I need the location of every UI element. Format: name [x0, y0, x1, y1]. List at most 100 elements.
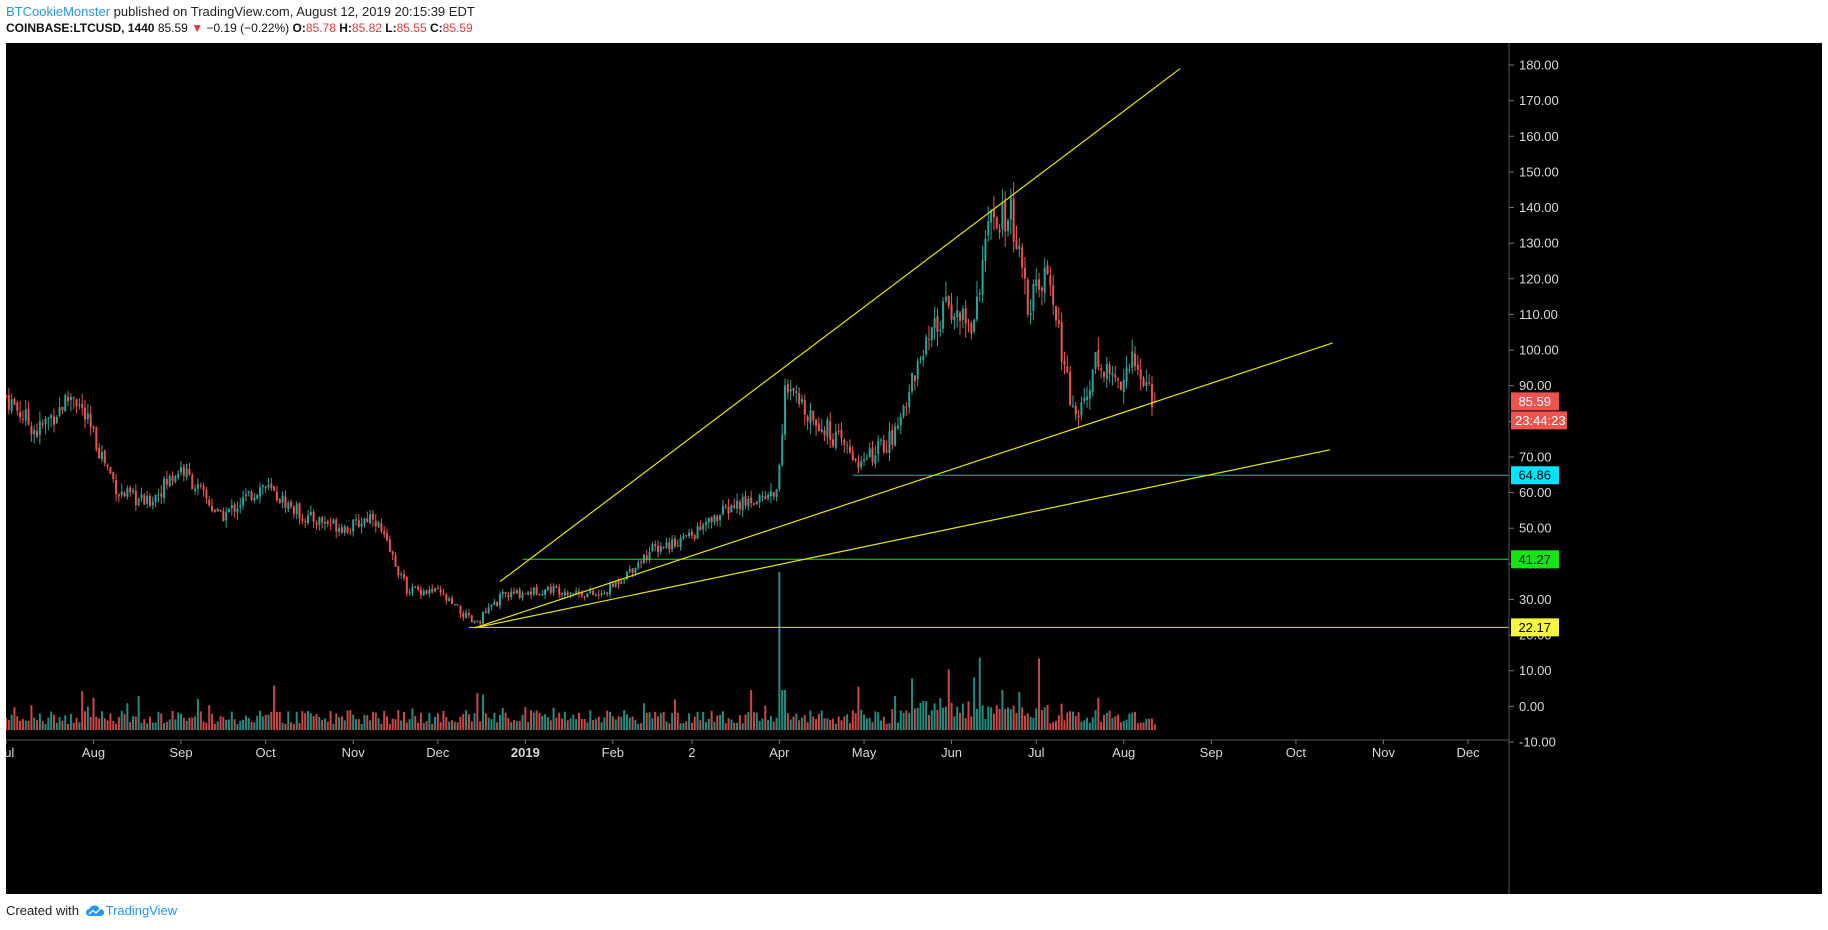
candle-body	[507, 594, 510, 597]
candle-body	[307, 515, 310, 524]
candle-body	[625, 571, 628, 580]
candle-body	[496, 601, 499, 606]
volume-bar	[1066, 712, 1069, 730]
volume-bar	[594, 719, 597, 730]
candle-body	[428, 589, 431, 594]
candle-body	[589, 590, 592, 594]
candle-body	[315, 522, 318, 526]
volume-bar	[947, 669, 950, 730]
volume-bar	[355, 719, 357, 730]
volume-bar	[939, 698, 942, 730]
volume-bar	[414, 715, 417, 730]
volume-bar	[730, 719, 733, 730]
candle-body	[417, 586, 420, 590]
volume-bar	[515, 721, 518, 730]
volume-bar	[222, 717, 225, 730]
volume-bar	[476, 693, 479, 730]
candle-body	[510, 591, 513, 598]
candle-body	[1119, 381, 1122, 390]
candle-body	[792, 387, 795, 392]
volume-bar	[758, 721, 761, 730]
volume-bar	[606, 710, 609, 730]
volume-bar	[1150, 718, 1153, 730]
volume-bar	[126, 703, 129, 730]
candle-body	[318, 517, 321, 525]
price-chart[interactable]: 180.00 170.00 160.00 150.00 140.00 130.00 120.…	[6, 43, 1822, 894]
volume-bar	[182, 717, 185, 730]
chart-area[interactable]: 180.00 170.00 160.00 150.00 140.00 130.00 120.…	[6, 43, 1822, 894]
candle-body	[693, 534, 696, 539]
volume-bar	[1086, 717, 1089, 730]
candle-body	[436, 587, 439, 589]
candle-body	[439, 589, 442, 593]
volume-bar	[1055, 720, 1057, 730]
candle-body	[860, 461, 863, 468]
candle-body	[67, 396, 70, 402]
volume-bar	[92, 697, 95, 730]
time-axis-tick-label: Apr	[769, 745, 790, 760]
candle-body	[168, 475, 171, 487]
candle-body	[1105, 363, 1108, 379]
volume-bar	[992, 713, 995, 730]
candle-body	[586, 593, 589, 597]
volume-bar	[78, 722, 81, 730]
candle-body	[453, 603, 456, 605]
volume-bar	[1060, 703, 1063, 730]
tradingview-brand-link[interactable]: TradingView	[105, 903, 178, 918]
author-link[interactable]: BTCookieMonster	[6, 4, 111, 19]
volume-bar	[566, 720, 569, 730]
volume-bar	[115, 723, 118, 730]
candle-body	[990, 210, 993, 223]
candle-body	[515, 590, 518, 594]
volume-bar	[795, 713, 798, 730]
price-axis-tick-label: 160.00	[1519, 129, 1559, 144]
volume-bar	[1125, 719, 1128, 730]
candle-body	[882, 439, 885, 453]
volume-bar	[642, 703, 645, 730]
candle-body	[1057, 320, 1060, 324]
candle-body	[397, 566, 400, 576]
candle-body	[981, 260, 984, 295]
candle-body	[112, 472, 115, 480]
candle-body	[696, 526, 699, 539]
candle-body	[959, 312, 962, 322]
volume-bar	[1026, 713, 1029, 730]
candle-body	[609, 583, 612, 595]
candle-body	[1114, 374, 1117, 378]
candle-body	[69, 396, 72, 401]
candle-body	[250, 491, 253, 500]
candle-body	[19, 411, 22, 418]
volume-bar	[490, 719, 493, 730]
volume-bar	[865, 718, 868, 730]
price-axis-tick-label: 140.00	[1519, 200, 1559, 215]
candle-body	[532, 587, 535, 595]
candle-body	[419, 589, 422, 595]
volume-bar	[614, 719, 617, 730]
candle-body	[654, 544, 657, 547]
candle-body	[530, 591, 532, 595]
candle-body	[434, 588, 437, 592]
volume-bar	[769, 715, 772, 730]
volume-bar	[880, 720, 882, 730]
volume-bar	[609, 711, 612, 730]
volume-bar	[1139, 722, 1142, 730]
volume-bar	[253, 722, 256, 730]
volume-bar	[611, 716, 614, 730]
volume-bar	[761, 718, 764, 730]
volume-bar	[750, 690, 753, 730]
price-axis-tick-label: 90.00	[1519, 378, 1552, 393]
volume-bar	[36, 720, 39, 730]
volume-bar	[374, 712, 377, 730]
candle-body	[549, 586, 552, 593]
volume-bar	[843, 716, 846, 730]
volume-bar	[860, 709, 863, 730]
candle-body	[984, 238, 987, 261]
volume-bar	[52, 714, 55, 730]
candle-body	[566, 592, 569, 596]
volume-bar	[47, 717, 50, 730]
volume-bar	[349, 710, 352, 730]
candle-body	[702, 524, 705, 530]
volume-bar	[713, 721, 716, 730]
candle-body	[233, 504, 236, 512]
volume-bar	[185, 720, 188, 730]
